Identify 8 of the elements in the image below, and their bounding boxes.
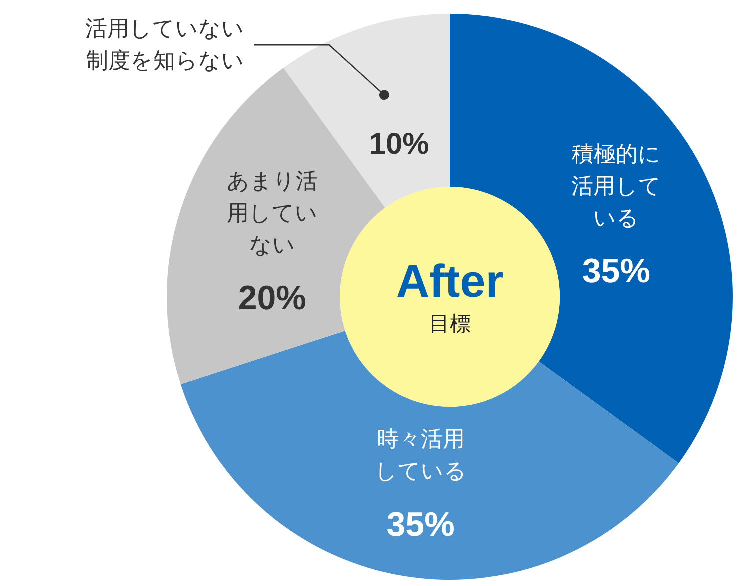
- slice-label: あまり活用していない: [226, 168, 318, 258]
- data-label: 10%: [369, 128, 430, 162]
- slice-label: 積極的に活用している: [571, 141, 662, 230]
- data-label: 35%: [386, 506, 455, 544]
- slice-label: 時々活用している: [374, 426, 467, 484]
- data-label: 35%: [582, 252, 650, 291]
- data-label: 20%: [238, 280, 306, 318]
- slice-label: 活用していない制度を知らない: [85, 16, 244, 74]
